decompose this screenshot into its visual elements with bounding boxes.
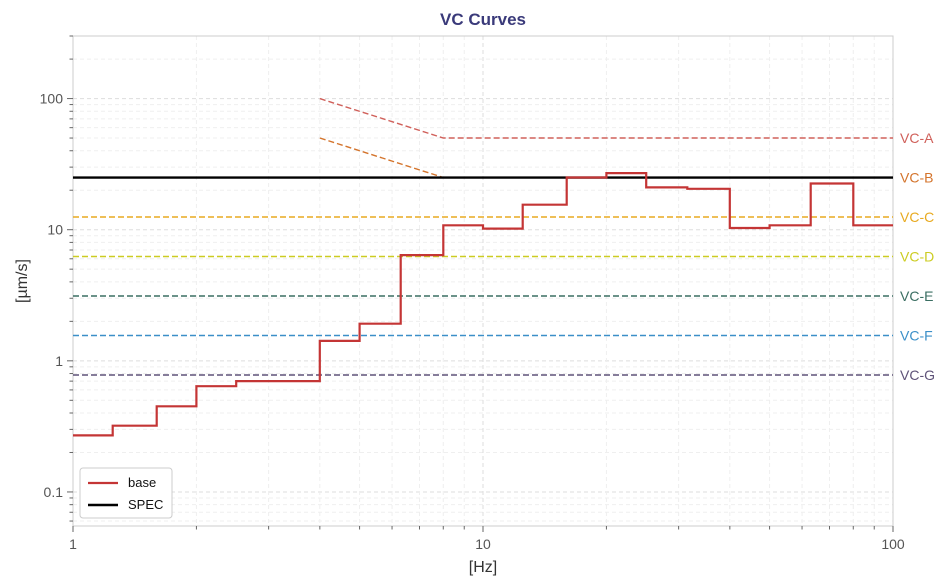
vc-curve-label: VC-G (900, 367, 935, 383)
vc-curve-label: VC-D (900, 248, 934, 264)
y-tick-label: 0.1 (44, 484, 64, 500)
legend-base-label: base (128, 475, 156, 490)
y-tick-label: 1 (55, 353, 63, 369)
x-axis-label: [Hz] (469, 559, 497, 576)
grid (73, 36, 893, 526)
y-tick-label: 100 (40, 91, 64, 107)
legend: base SPEC (79, 467, 173, 519)
y-axis-label: [µm/s] (14, 259, 31, 303)
vc-curve-vc-a (319, 97, 893, 139)
x-tick-label: 1 (69, 536, 77, 552)
vc-curve-label: VC-B (900, 170, 933, 186)
vc-curve-label: VC-C (900, 209, 934, 225)
x-tick-label: 100 (881, 536, 905, 552)
vc-curve-label: VC-A (900, 130, 934, 146)
legend-spec-label: SPEC (128, 497, 163, 512)
vc-curve-label: VC-E (900, 288, 933, 304)
x-tick-label: 10 (475, 536, 491, 552)
chart-title: VC Curves (440, 10, 526, 29)
axis-ticks: 1 10 100 0.1 1 10 100 (40, 35, 905, 552)
base-curve-group (73, 172, 893, 437)
vc-curves: VC-A VC-B VC-C VC-D VC-E VC-F VC-G (73, 97, 935, 383)
base-curve (73, 172, 893, 437)
y-tick-label: 10 (47, 222, 63, 238)
vc-curve-label: VC-F (900, 327, 933, 343)
